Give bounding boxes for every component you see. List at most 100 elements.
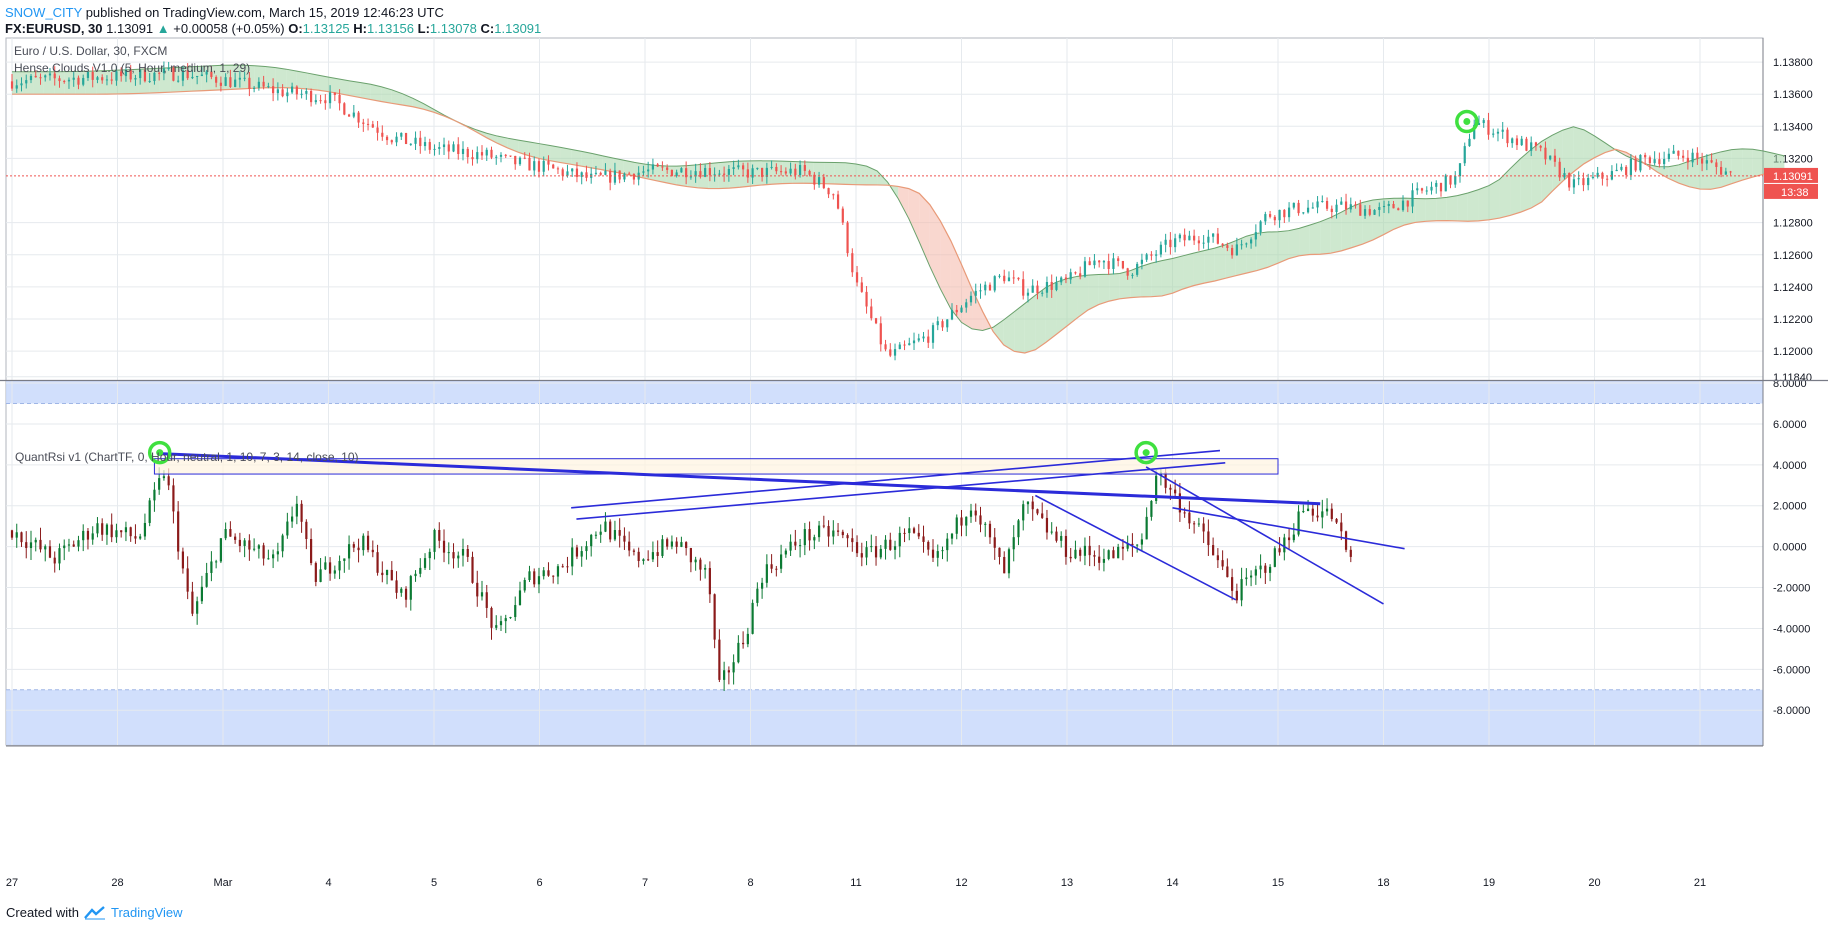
price-candle xyxy=(1368,209,1371,215)
price-candle xyxy=(670,169,674,176)
cloud-segment xyxy=(1130,266,1141,298)
price-candle xyxy=(177,80,180,82)
cloud-segment xyxy=(1288,228,1300,259)
cloud-segment xyxy=(1014,303,1025,353)
rsi-candle xyxy=(148,500,151,523)
price-candle xyxy=(1558,161,1561,178)
price-candle xyxy=(993,276,996,291)
price-candle xyxy=(979,290,982,292)
rsi-candle xyxy=(319,569,322,582)
cloud-segment xyxy=(655,165,667,183)
price-candle xyxy=(20,83,23,86)
rsi-candle xyxy=(466,549,469,557)
price-candle xyxy=(1169,239,1172,248)
rsi-candle xyxy=(1164,472,1167,488)
cloud-segment xyxy=(1668,164,1679,184)
price-candle xyxy=(1354,204,1357,206)
price-candle xyxy=(609,170,612,183)
price-candle xyxy=(291,86,294,93)
price-candle xyxy=(39,77,42,79)
created-with-text: Created with xyxy=(6,905,79,920)
rsi-marker-ring-0 xyxy=(147,440,172,465)
trendline-2[interactable] xyxy=(576,462,1226,520)
price-candle xyxy=(1620,166,1623,170)
rsi-candle xyxy=(732,662,735,673)
price-candle xyxy=(1406,200,1409,207)
price-candle xyxy=(504,154,507,156)
trendline-4[interactable] xyxy=(1034,494,1237,601)
rsi-candle xyxy=(314,563,317,582)
price-candle xyxy=(984,284,987,291)
price-candle xyxy=(34,75,37,78)
price-candle xyxy=(1591,176,1595,178)
rsi-candle xyxy=(224,529,227,539)
trendline-5[interactable] xyxy=(1172,506,1405,550)
price-candle xyxy=(1615,169,1618,172)
rsi-candle xyxy=(39,539,42,550)
price-candle xyxy=(248,77,251,90)
cloud-segment xyxy=(349,80,361,98)
rsi-candle xyxy=(893,546,897,550)
author-name[interactable]: SNOW_CITY xyxy=(5,5,83,20)
rsi-candle xyxy=(96,523,99,534)
price-candle xyxy=(295,86,298,95)
rsi-candle xyxy=(53,557,56,564)
rsi-candle xyxy=(518,590,522,606)
rsi-candle xyxy=(1245,577,1248,580)
rsi-candle xyxy=(1316,515,1319,518)
price-candle xyxy=(552,164,555,169)
rsi-candle xyxy=(988,523,992,538)
rsi-candle xyxy=(765,564,768,583)
cloud-segment xyxy=(1689,157,1700,190)
cloud-segment xyxy=(22,71,34,95)
time-axis[interactable] xyxy=(6,746,1763,894)
rsi-y-tick: -4.0000 xyxy=(1773,623,1810,635)
price-candle xyxy=(547,160,550,165)
cloud-segment xyxy=(1362,199,1373,245)
last-price: 1.13091 xyxy=(106,21,154,36)
cloud-segment xyxy=(581,151,593,169)
price-candle xyxy=(770,166,773,168)
price-candle xyxy=(215,77,218,83)
price-candle xyxy=(1121,260,1125,269)
high-value: 1.13156 xyxy=(367,21,415,36)
price-candle xyxy=(1572,179,1576,188)
price-candle xyxy=(243,77,246,79)
trendline-0[interactable] xyxy=(159,452,1321,506)
price-candle xyxy=(746,169,749,178)
price-candle xyxy=(1515,138,1519,146)
price-candle xyxy=(1278,209,1281,221)
price-candle xyxy=(352,112,355,117)
cloud-segment xyxy=(1330,212,1342,254)
price-candle xyxy=(1444,175,1447,192)
symbol-label: FX:EURUSD, 30 xyxy=(5,21,103,36)
rsi-candle xyxy=(1050,531,1053,533)
rsi-candle xyxy=(34,539,37,543)
trendline-3[interactable] xyxy=(1145,466,1384,605)
rsi-candle xyxy=(400,588,403,593)
price-candle xyxy=(1363,209,1367,216)
price-candle xyxy=(29,75,33,81)
cloud-segment xyxy=(1467,189,1479,222)
price-candle xyxy=(480,152,484,156)
rsi-candle xyxy=(82,530,85,541)
x-tick-label: 20 xyxy=(1588,877,1600,889)
price-candle xyxy=(1644,154,1647,158)
price-candle xyxy=(1064,277,1068,280)
trendline-1[interactable] xyxy=(571,449,1221,509)
rsi-candle xyxy=(822,525,825,527)
tradingview-brand-link[interactable]: TradingView xyxy=(110,905,183,920)
rsi-candle xyxy=(120,530,123,533)
price-candle xyxy=(44,75,47,78)
price-y-tick: 1.13400 xyxy=(1773,121,1813,133)
cloud-segment xyxy=(898,186,909,219)
price-candle xyxy=(96,77,99,80)
rsi-candle xyxy=(855,542,859,554)
price-candle xyxy=(210,71,213,78)
price-candle xyxy=(1045,281,1049,293)
rsi-candle xyxy=(115,530,118,538)
rsi-candle xyxy=(547,570,550,576)
rsi-marker-ring-1 xyxy=(1134,440,1158,465)
rsi-candle xyxy=(746,633,749,645)
